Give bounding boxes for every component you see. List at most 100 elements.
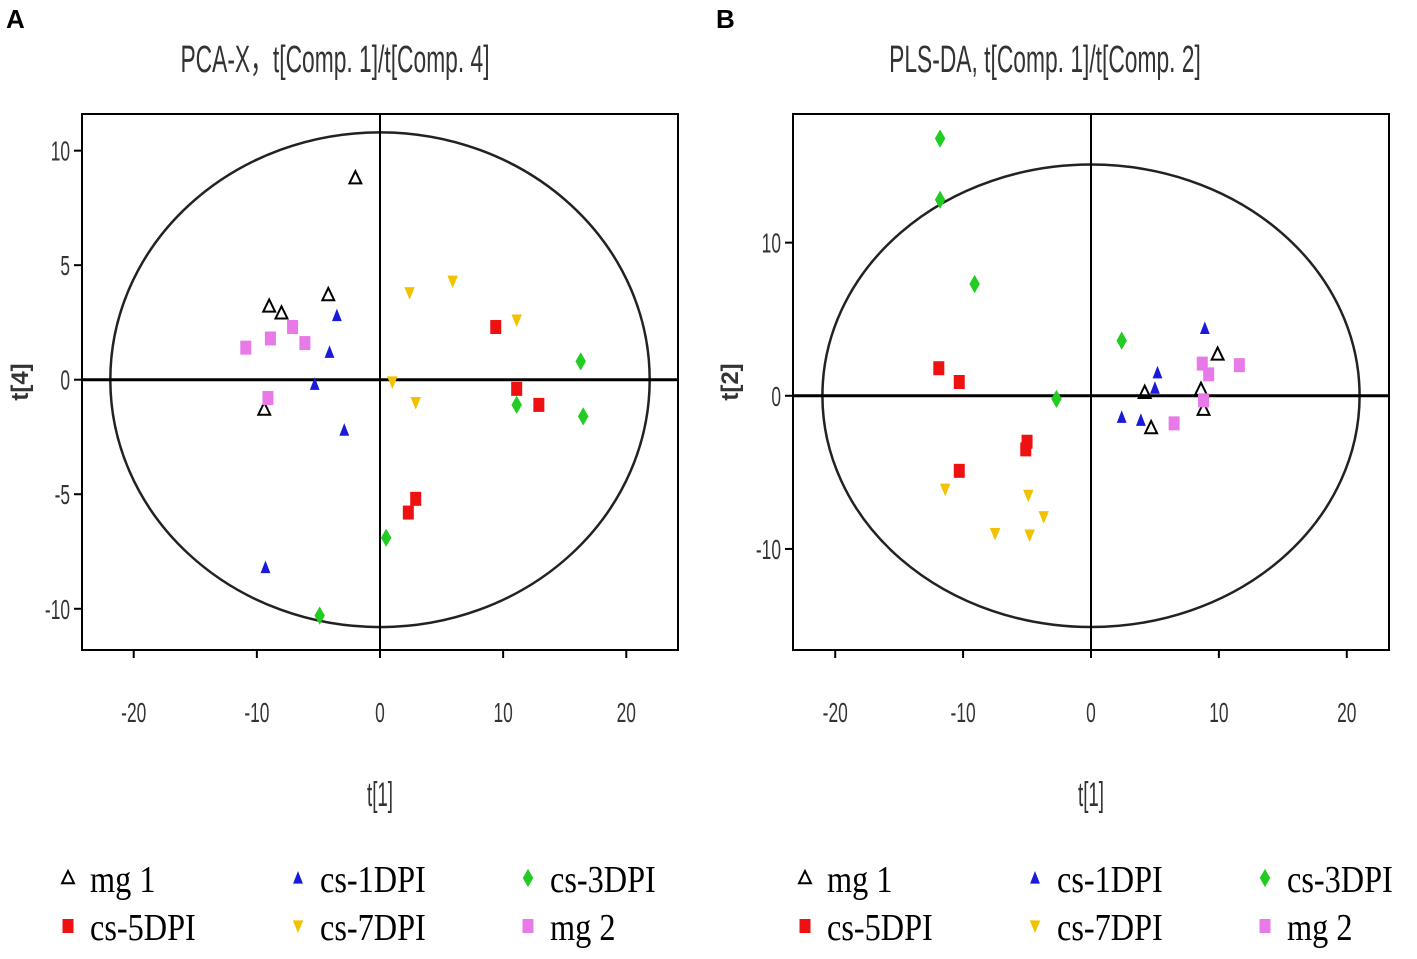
panel-a: A PCA-X，t[Comp. 1]/t[Comp. 4] -20 -10 0 10 2… bbox=[6, 4, 679, 949]
y-tick-label: 10 bbox=[762, 227, 781, 258]
data-point bbox=[533, 397, 545, 412]
data-point bbox=[969, 274, 980, 294]
y-tick-label: 5 bbox=[60, 250, 70, 281]
legend-marker bbox=[62, 919, 74, 933]
data-point bbox=[1210, 345, 1226, 361]
x-tick-label: 10 bbox=[493, 697, 512, 728]
data-point bbox=[939, 483, 951, 497]
data-point bbox=[309, 377, 320, 390]
panel-letter: B bbox=[716, 4, 735, 34]
legend-label: cs-3DPI bbox=[550, 859, 656, 901]
data-point bbox=[380, 528, 392, 547]
data-point bbox=[1196, 400, 1212, 416]
x-tick-label: 20 bbox=[617, 697, 636, 728]
data-point bbox=[324, 345, 335, 358]
data-point bbox=[260, 560, 271, 574]
x-tick-label: -10 bbox=[244, 697, 269, 728]
x-tick-label: 0 bbox=[375, 697, 385, 728]
data-point bbox=[1020, 442, 1032, 457]
data-point bbox=[287, 320, 299, 335]
y-tick-label: 0 bbox=[60, 364, 70, 395]
data-point bbox=[410, 491, 422, 506]
legend-label: cs-5DPI bbox=[90, 907, 196, 949]
data-point bbox=[273, 303, 290, 320]
legend-marker bbox=[522, 919, 534, 933]
legend: mg 1 cs-1DPI cs-3DPI cs-5DPI cs-7DPI mg 2 bbox=[797, 859, 1393, 949]
data-point bbox=[933, 361, 945, 376]
plot-area: -20 -10 0 10 20 -10 -5 0 5 10 bbox=[45, 114, 678, 728]
data-point bbox=[953, 375, 965, 389]
x-tick-label: 10 bbox=[1209, 697, 1228, 728]
data-point bbox=[1168, 416, 1180, 431]
data-point bbox=[1193, 380, 1209, 396]
x-tick-label: 20 bbox=[1337, 697, 1356, 728]
legend-marker bbox=[1029, 920, 1041, 933]
data-point bbox=[1116, 331, 1127, 350]
data-point bbox=[511, 381, 523, 396]
chart-title: PCA-X，t[Comp. 1]/t[Comp. 4] bbox=[180, 38, 489, 80]
data-point bbox=[577, 407, 589, 426]
legend-label: cs-1DPI bbox=[320, 859, 426, 901]
x-axis-label: t[1] bbox=[1078, 775, 1104, 813]
data-point bbox=[1233, 358, 1245, 373]
legend-label: mg 2 bbox=[1287, 907, 1352, 949]
data-point bbox=[314, 606, 325, 625]
data-point bbox=[953, 463, 965, 478]
legend-label: cs-3DPI bbox=[1287, 859, 1393, 901]
legend-label: mg 1 bbox=[827, 859, 892, 901]
legend-label: mg 1 bbox=[90, 859, 155, 901]
x-axis-label: t[1] bbox=[367, 775, 393, 813]
legend-marker bbox=[797, 868, 813, 885]
legend-marker bbox=[522, 868, 534, 888]
data-point bbox=[320, 285, 336, 302]
data-point bbox=[490, 320, 502, 335]
x-tick-label: -20 bbox=[121, 697, 146, 728]
data-point bbox=[575, 352, 586, 371]
legend-marker bbox=[799, 919, 811, 933]
y-axis-label: t[4] bbox=[7, 363, 34, 400]
data-point bbox=[1024, 529, 1035, 543]
legend-label: cs-5DPI bbox=[827, 907, 933, 949]
data-point bbox=[447, 275, 458, 289]
data-point bbox=[934, 129, 946, 148]
legend: mg 1 cs-1DPI cs-3DPI cs-5DPI cs-7DPI mg 2 bbox=[60, 859, 656, 949]
data-point bbox=[1199, 321, 1210, 334]
data-point bbox=[1137, 383, 1153, 399]
data-point bbox=[1152, 365, 1163, 379]
data-point bbox=[240, 340, 252, 355]
data-point bbox=[934, 190, 946, 209]
data-point bbox=[1135, 413, 1146, 426]
x-tick-label: -10 bbox=[951, 697, 976, 728]
legend-marker bbox=[60, 868, 76, 885]
data-point bbox=[1051, 389, 1062, 408]
data-point bbox=[339, 423, 350, 436]
data-point bbox=[404, 287, 415, 300]
y-tick-label: 0 bbox=[771, 381, 781, 412]
y-tick-label: -10 bbox=[45, 594, 70, 625]
data-point bbox=[332, 308, 342, 322]
data-point bbox=[410, 397, 421, 410]
panel-b: B PLS-DA, t[Comp. 1]/t[Comp. 2] -20 -10 0 1… bbox=[716, 4, 1393, 949]
data-point bbox=[1038, 511, 1049, 524]
legend-label: cs-1DPI bbox=[1057, 859, 1163, 901]
data-point bbox=[1023, 489, 1034, 503]
data-point bbox=[262, 391, 274, 406]
legend-marker bbox=[293, 871, 303, 884]
data-point bbox=[261, 297, 277, 313]
data-point bbox=[1116, 410, 1127, 423]
y-axis-label: t[2] bbox=[717, 363, 744, 400]
plot-area: -20 -10 0 10 20 -10 0 10 bbox=[756, 114, 1389, 728]
legend-label: cs-7DPI bbox=[320, 907, 426, 949]
data-point bbox=[387, 376, 398, 389]
data-point bbox=[511, 314, 522, 328]
data-point bbox=[256, 400, 272, 416]
data-point bbox=[264, 331, 276, 346]
legend-label: mg 2 bbox=[550, 907, 615, 949]
y-tick-label: -5 bbox=[55, 479, 70, 510]
legend-marker bbox=[1030, 871, 1040, 884]
legend-marker bbox=[292, 920, 304, 933]
data-point bbox=[299, 336, 311, 351]
data-point bbox=[511, 395, 522, 415]
data-point bbox=[989, 528, 1001, 541]
data-point bbox=[1203, 367, 1215, 382]
